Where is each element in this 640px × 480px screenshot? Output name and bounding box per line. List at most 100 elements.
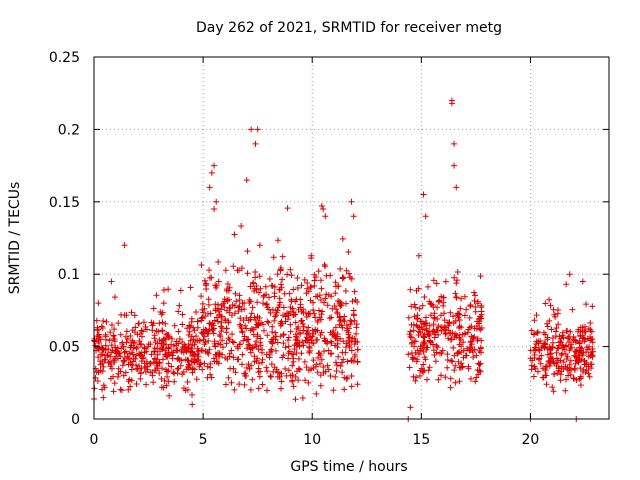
data-point [287, 328, 294, 335]
data-point [328, 314, 335, 321]
data-point [165, 378, 172, 385]
data-point [348, 383, 355, 390]
data-point [415, 285, 422, 292]
data-point [192, 351, 199, 358]
data-point [295, 355, 302, 362]
data-point [127, 383, 134, 390]
data-point [244, 248, 251, 255]
data-point [243, 345, 250, 352]
data-point [317, 382, 324, 389]
data-point [179, 311, 186, 318]
data-point [300, 342, 307, 349]
data-point [553, 355, 560, 362]
data-point [548, 326, 555, 333]
data-point [108, 360, 115, 367]
data-point [412, 377, 419, 384]
data-point [410, 327, 417, 334]
data-point [284, 205, 291, 212]
data-point [478, 308, 485, 315]
y-tick-label: 0.1 [58, 267, 80, 283]
data-point [553, 349, 560, 356]
data-point [216, 331, 223, 338]
data-point [114, 373, 121, 380]
data-point [565, 372, 572, 379]
data-point [582, 336, 589, 343]
data-point [156, 320, 163, 327]
data-point [186, 322, 193, 329]
data-point [320, 206, 327, 213]
data-point [295, 325, 302, 332]
data-point [300, 306, 307, 313]
data-point [183, 366, 190, 373]
data-point [563, 281, 570, 288]
data-point [179, 339, 186, 346]
data-point [321, 261, 328, 268]
data-point [223, 340, 230, 347]
data-point [447, 384, 454, 391]
data-point [452, 330, 459, 337]
data-point [252, 317, 259, 324]
data-point [131, 340, 138, 347]
data-point [153, 292, 160, 299]
data-point [307, 310, 314, 317]
data-point [247, 349, 254, 356]
data-point [534, 328, 541, 335]
grid [94, 57, 609, 419]
data-point [248, 362, 255, 369]
data-point [264, 318, 271, 325]
data-point [430, 347, 437, 354]
data-point [323, 272, 330, 279]
data-point [408, 303, 415, 310]
data-point [274, 339, 281, 346]
data-point [477, 273, 484, 280]
data-point [198, 317, 205, 324]
data-point [133, 365, 140, 372]
data-point [468, 341, 475, 348]
data-point [422, 314, 429, 321]
x-tick-label: 20 [522, 432, 540, 448]
data-point [453, 184, 460, 191]
data-point [145, 341, 152, 348]
data-point [193, 333, 200, 340]
data-point [282, 313, 289, 320]
data-point [407, 333, 414, 340]
data-point [466, 314, 473, 321]
data-point [158, 375, 165, 382]
data-point [189, 352, 196, 359]
data-point [149, 372, 156, 379]
data-point [408, 334, 415, 341]
data-point [139, 328, 146, 335]
data-point [292, 319, 299, 326]
data-point [127, 333, 134, 340]
data-point [100, 347, 107, 354]
data-point [147, 360, 154, 367]
data-point [534, 329, 541, 336]
data-point [165, 331, 172, 338]
data-point [437, 372, 444, 379]
data-point [194, 318, 201, 325]
data-point [150, 348, 157, 355]
data-point [589, 353, 596, 360]
data-point [178, 357, 185, 364]
data-point [231, 386, 238, 393]
data-point [274, 271, 281, 278]
data-point [442, 278, 449, 285]
data-point [189, 391, 196, 398]
data-point [531, 354, 538, 361]
data-point [433, 342, 440, 349]
data-point [195, 356, 202, 363]
data-point [122, 348, 129, 355]
data-point [410, 373, 417, 380]
data-point [566, 361, 573, 368]
data-point [527, 347, 534, 354]
data-point [203, 327, 210, 334]
data-point [257, 285, 264, 292]
data-point [236, 296, 243, 303]
data-point [411, 355, 418, 362]
data-point [430, 277, 437, 284]
data-point [234, 356, 241, 363]
data-point [204, 310, 211, 317]
data-point [165, 360, 172, 367]
data-point [557, 357, 564, 364]
data-point [193, 376, 200, 383]
